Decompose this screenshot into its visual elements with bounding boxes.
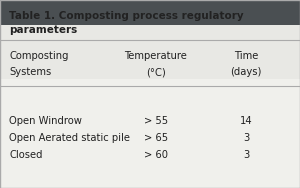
Text: 3: 3	[243, 133, 249, 143]
Text: Open Aerated static pile: Open Aerated static pile	[9, 133, 130, 143]
Text: Closed: Closed	[9, 150, 43, 160]
Text: > 65: > 65	[144, 133, 168, 143]
Text: parameters: parameters	[9, 25, 77, 35]
Text: Open Windrow: Open Windrow	[9, 116, 82, 126]
Bar	[0, 25, 300, 79]
Text: Temperature: Temperature	[124, 51, 188, 61]
Text: Time: Time	[234, 51, 258, 61]
Text: > 60: > 60	[144, 150, 168, 160]
Text: 14: 14	[240, 116, 252, 126]
Bar	[0, 0, 300, 25]
Text: Table 1. Composting process regulatory: Table 1. Composting process regulatory	[9, 11, 244, 21]
Text: (°C): (°C)	[146, 67, 166, 77]
Text: > 55: > 55	[144, 116, 168, 126]
Text: 3: 3	[243, 150, 249, 160]
Text: Systems: Systems	[9, 67, 51, 77]
Text: Composting: Composting	[9, 51, 68, 61]
Text: (days): (days)	[230, 67, 262, 77]
